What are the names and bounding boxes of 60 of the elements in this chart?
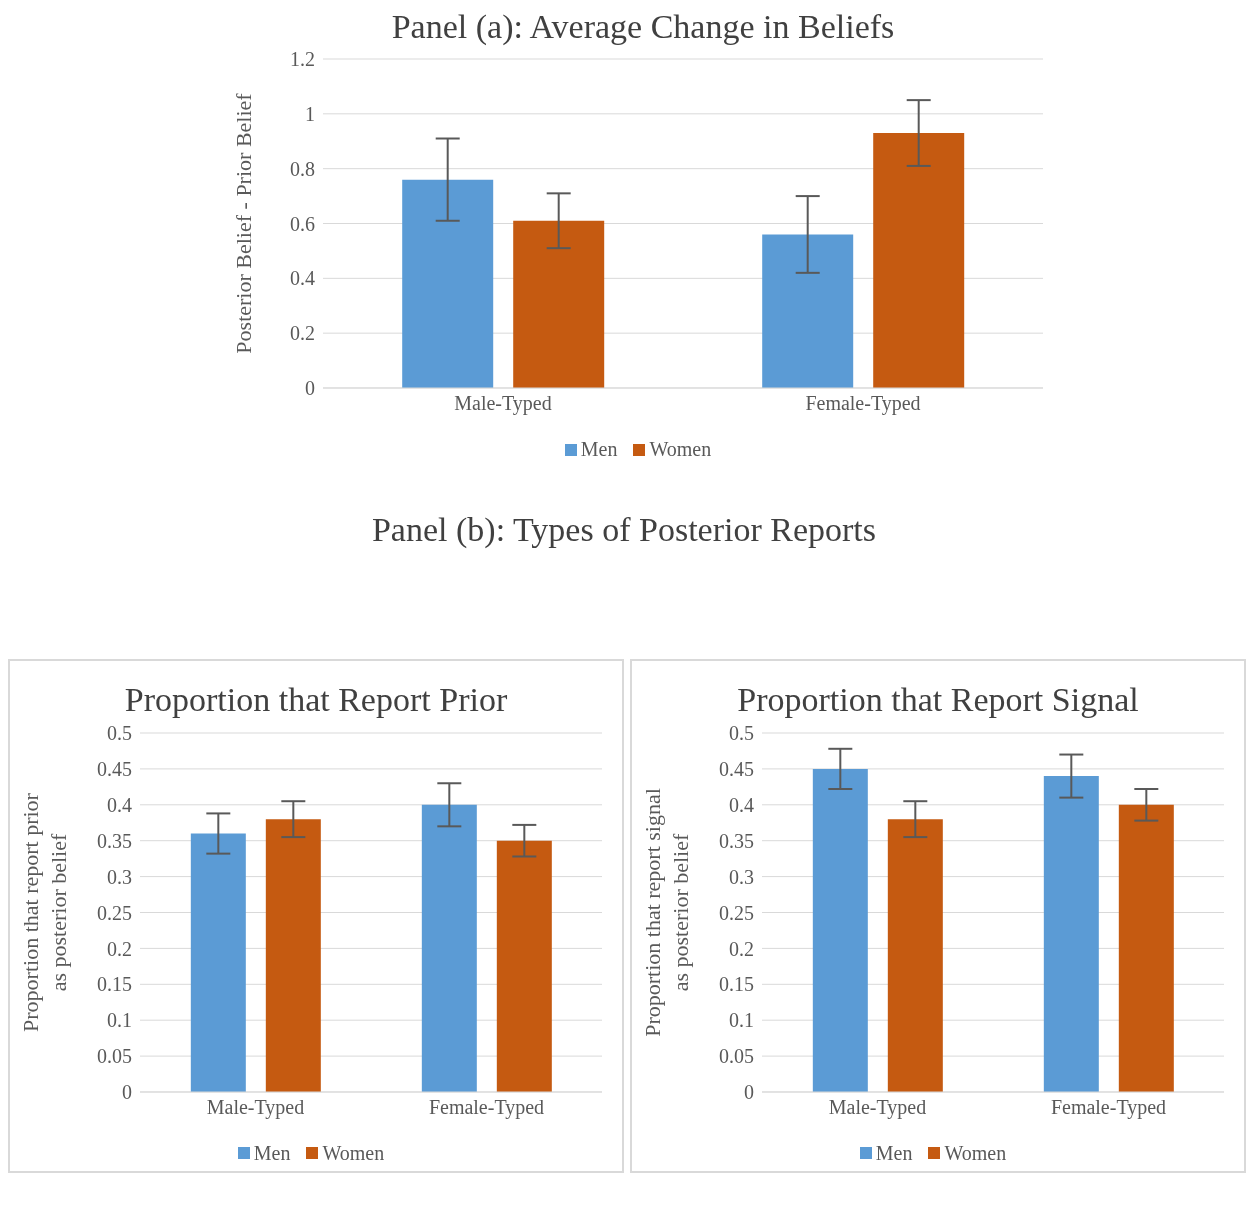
y-tick-label: 0 <box>122 1080 132 1103</box>
y-tick-label: 0.05 <box>97 1044 132 1067</box>
bar <box>1118 804 1174 1092</box>
y-tick-label: 0.15 <box>97 973 132 996</box>
y-tick-label: 0.1 <box>107 1009 132 1032</box>
y-tick-label: 0.4 <box>729 793 754 816</box>
y-tick-label: 1.2 <box>290 48 315 71</box>
bar <box>421 804 477 1092</box>
legend-label: Women <box>943 1141 1007 1165</box>
bar <box>402 180 494 389</box>
x-tick-label: Female-Typed <box>1050 1095 1167 1119</box>
text: Panel (b): Types of Posterior Reports <box>370 511 878 550</box>
y-axis-title: Proportion that report signal as posterior belief <box>640 787 693 1037</box>
x-tick-label: Female-Typed <box>805 392 921 416</box>
y-axis-title: Proportion that report prior as posterior belief <box>18 792 71 1032</box>
y-tick-label: 0.2 <box>107 937 132 960</box>
legend-label: Men <box>252 1141 291 1165</box>
bar <box>513 221 605 389</box>
bar <box>190 833 246 1092</box>
bar <box>873 133 965 389</box>
y-tick-label: 0.4 <box>107 793 132 816</box>
y-tick-label: 0 <box>305 377 315 400</box>
y-tick-label: 0.35 <box>97 829 132 852</box>
y-tick-label: 1 <box>305 103 315 126</box>
bar <box>265 818 321 1092</box>
y-tick-label: 0.45 <box>97 757 132 780</box>
legend-label: Women <box>321 1141 385 1165</box>
y-tick-label: 0.1 <box>729 1009 754 1032</box>
x-tick-label: Male-Typed <box>828 1095 927 1119</box>
y-tick-label: 0.3 <box>729 865 754 888</box>
y-tick-label: 0.25 <box>719 901 754 924</box>
chart-title: Proportion that Report Prior <box>123 681 509 719</box>
y-tick-label: 0 <box>744 1080 754 1103</box>
x-tick-label: Male-Typed <box>206 1095 305 1119</box>
y-tick-label: 0.5 <box>729 721 754 744</box>
y-axis-title: Posterior Belief - Prior Belief <box>231 93 256 355</box>
bar <box>762 234 854 389</box>
bar <box>812 768 868 1092</box>
y-tick-label: 0.3 <box>107 865 132 888</box>
legend-label: Women <box>648 438 712 462</box>
y-tick-label: 0.6 <box>290 212 315 235</box>
y-tick-label: 0.15 <box>719 973 754 996</box>
y-tick-label: 0.4 <box>290 267 315 290</box>
chart-title: Proportion that Report Signal <box>736 681 1140 719</box>
bar <box>496 840 552 1092</box>
legend-label: Men <box>874 1141 913 1165</box>
bar <box>1043 775 1099 1092</box>
legend-label: Men <box>579 438 618 462</box>
chart-title: Panel (a): Average Change in Beliefs <box>390 8 896 46</box>
x-tick-label: Female-Typed <box>428 1095 545 1119</box>
y-tick-label: 0.5 <box>107 721 132 744</box>
y-tick-label: 0.2 <box>290 322 315 345</box>
y-tick-label: 0.2 <box>729 937 754 960</box>
x-tick-label: Male-Typed <box>454 392 552 416</box>
y-tick-label: 0.05 <box>719 1044 754 1067</box>
y-tick-label: 0.35 <box>719 829 754 852</box>
y-tick-label: 0.45 <box>719 757 754 780</box>
y-tick-label: 0.8 <box>290 158 315 181</box>
bar <box>887 818 943 1092</box>
y-tick-label: 0.25 <box>97 901 132 924</box>
